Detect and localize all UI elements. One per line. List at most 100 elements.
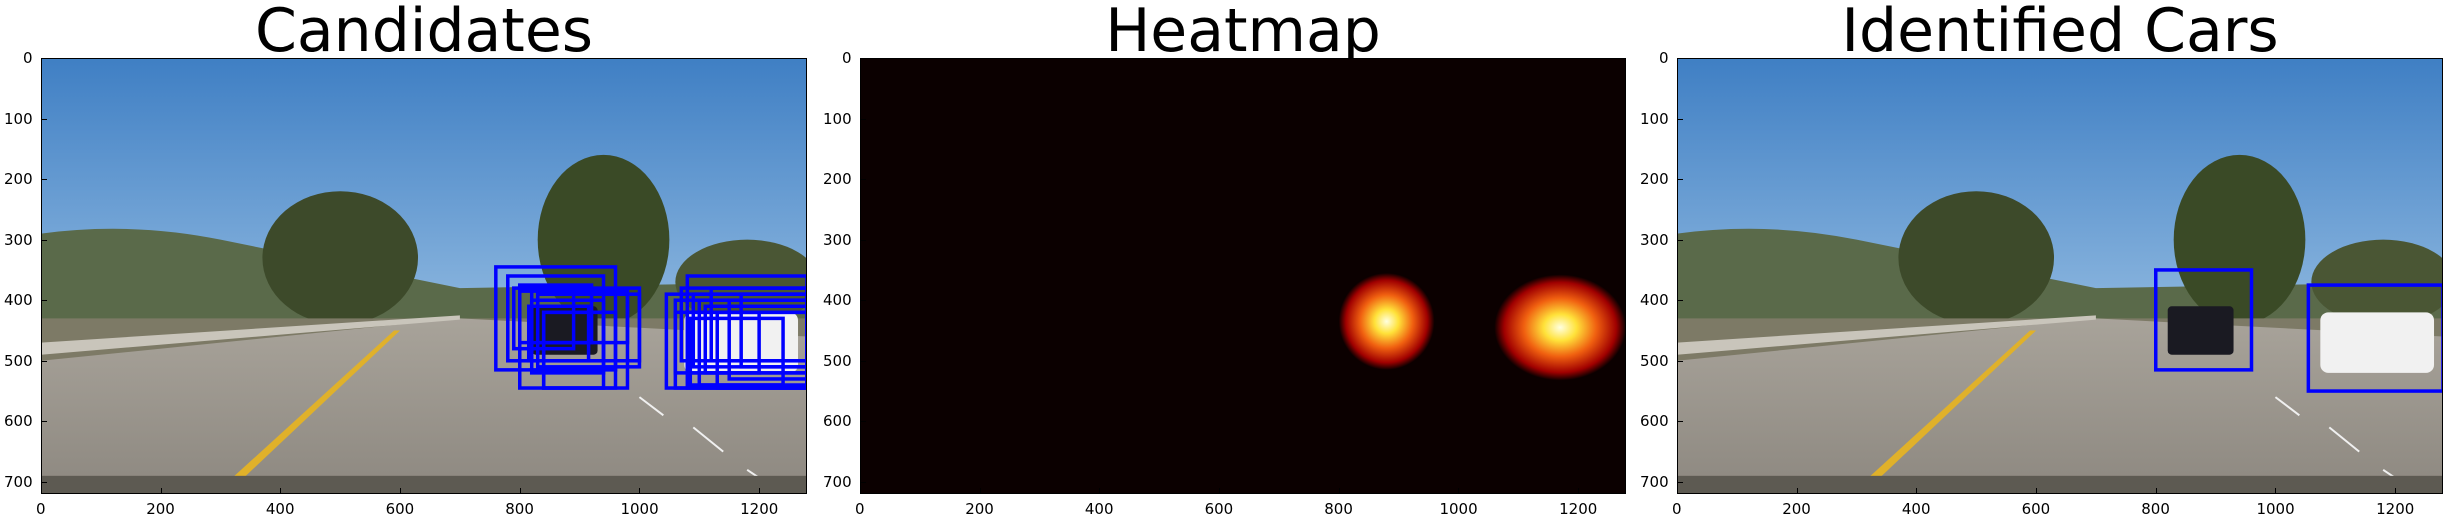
y-tick-mark xyxy=(860,118,866,120)
x-tick-mark xyxy=(2155,488,2157,494)
x-tick-label: 400 xyxy=(1901,500,1931,518)
x-tick-mark xyxy=(160,488,162,494)
x-tick-mark xyxy=(1916,488,1918,494)
tree xyxy=(537,154,670,325)
x-tick-mark xyxy=(400,488,402,494)
y-tick-label: 400 xyxy=(1640,291,1669,310)
detection-box xyxy=(535,292,630,345)
y-tick-label: 200 xyxy=(1640,170,1669,189)
x-tick-mark xyxy=(979,488,981,494)
x-tick-label: 600 xyxy=(1204,500,1234,518)
x-tick-label: 200 xyxy=(965,500,994,518)
y-tick-mark xyxy=(1677,239,1683,241)
x-tick-mark xyxy=(759,488,761,494)
heatmap-background xyxy=(860,58,1626,494)
tree xyxy=(675,239,807,325)
tree xyxy=(2311,239,2443,325)
y-tick-label: 200 xyxy=(4,170,33,189)
detection-box xyxy=(727,298,807,381)
x-tick-mark xyxy=(519,488,521,494)
x-tick-label: 400 xyxy=(1084,500,1114,518)
x-tick-label: 800 xyxy=(1324,500,1353,518)
plot-area xyxy=(860,58,1626,494)
y-tick-label: 300 xyxy=(1640,230,1669,249)
y-tick-label: 300 xyxy=(4,230,33,249)
y-tick-label: 200 xyxy=(823,170,852,189)
identified-cars-panel: Identified Cars 0 200 400 600 800 1000 1200 0 10… xyxy=(1634,0,2451,518)
heat-hotspot xyxy=(1338,272,1435,370)
hood xyxy=(41,475,807,494)
y-tick-label: 600 xyxy=(823,412,852,431)
x-tick-mark xyxy=(2395,488,2397,494)
barrier xyxy=(1677,315,2096,355)
lane-line xyxy=(214,330,401,494)
y-tick-mark xyxy=(860,421,866,423)
y-tick-label: 600 xyxy=(4,412,33,431)
x-tick-label: 1000 xyxy=(620,500,659,518)
x-tick-mark xyxy=(1578,488,1580,494)
x-tick-mark xyxy=(1677,488,1678,494)
y-tick-label: 0 xyxy=(842,49,852,67)
detection-box xyxy=(529,286,642,363)
y-tick-label: 0 xyxy=(1659,49,1669,67)
detection-box xyxy=(715,310,807,390)
y-tick-label: 500 xyxy=(4,351,33,370)
x-tick-mark xyxy=(2275,488,2277,494)
detection-box xyxy=(2154,268,2254,372)
y-tick-label: 0 xyxy=(23,49,33,67)
y-tick-label: 100 xyxy=(1640,109,1669,128)
y-tick-label: 300 xyxy=(823,230,852,249)
y-tick-mark xyxy=(1677,179,1683,181)
y-tick-mark xyxy=(860,481,866,483)
y-tick-label: 400 xyxy=(823,291,852,310)
tree xyxy=(262,191,419,325)
x-tick-label: 600 xyxy=(385,500,415,518)
panel-title: Candidates xyxy=(255,0,593,66)
hood xyxy=(1677,475,2443,494)
x-tick-label: 800 xyxy=(2141,500,2170,518)
x-tick-mark xyxy=(2036,488,2038,494)
lane-dash xyxy=(692,426,724,453)
road-scene-image xyxy=(1677,58,2443,494)
x-tick-mark xyxy=(860,488,861,494)
x-tick-label: 1200 xyxy=(740,500,779,518)
lane-dash xyxy=(2274,396,2300,417)
x-tick-label: 800 xyxy=(505,500,534,518)
y-tick-label: 700 xyxy=(4,472,33,491)
y-tick-label: 100 xyxy=(4,109,33,128)
x-tick-label: 200 xyxy=(146,500,175,518)
y-tick-label: 700 xyxy=(1640,472,1669,491)
y-tick-mark xyxy=(41,179,47,181)
x-tick-label: 1000 xyxy=(2256,500,2295,518)
y-tick-mark xyxy=(41,481,47,483)
heatmap-panel: Heatmap 0 200 400 600 800 1000 1200 0 100 200 300 4… xyxy=(817,0,1637,518)
detection-box xyxy=(673,310,761,375)
y-tick-mark xyxy=(41,58,47,59)
x-tick-label: 400 xyxy=(265,500,295,518)
x-tick-mark xyxy=(639,488,641,494)
plot-area xyxy=(41,58,807,494)
y-tick-mark xyxy=(41,421,47,423)
x-tick-mark xyxy=(1099,488,1101,494)
y-tick-mark xyxy=(41,360,47,362)
x-tick-label: 600 xyxy=(2021,500,2051,518)
x-tick-label: 1200 xyxy=(1559,500,1598,518)
y-tick-mark xyxy=(41,118,47,120)
detection-box xyxy=(688,316,785,387)
y-tick-mark xyxy=(860,360,866,362)
detection-box xyxy=(541,310,618,390)
detection-box xyxy=(2306,283,2443,393)
y-tick-label: 100 xyxy=(823,109,852,128)
x-tick-label: 0 xyxy=(1672,500,1682,518)
x-tick-label: 1000 xyxy=(1439,500,1478,518)
x-tick-label: 0 xyxy=(855,500,865,518)
car-dark xyxy=(2167,306,2234,355)
road-scene-image xyxy=(41,58,807,494)
y-tick-mark xyxy=(860,179,866,181)
x-tick-mark xyxy=(1338,488,1340,494)
y-tick-label: 600 xyxy=(1640,412,1669,431)
x-tick-mark xyxy=(1219,488,1221,494)
y-tick-mark xyxy=(1677,58,1683,59)
candidates-panel: Candidates 0 200 400 600 800 1000 1200 0 100 200 3… xyxy=(0,0,820,518)
tree xyxy=(2173,154,2306,325)
